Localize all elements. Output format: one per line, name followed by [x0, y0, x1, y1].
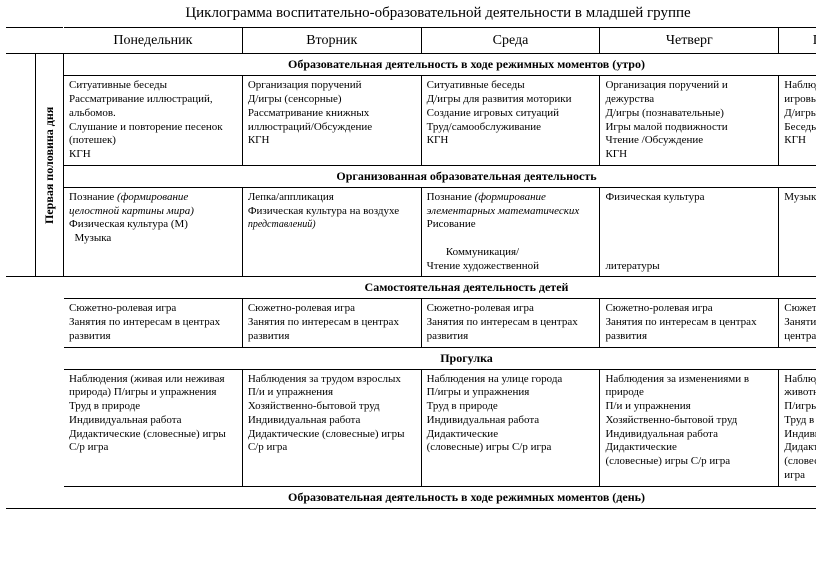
cell-ind-thu: Сюжетно-ролевая игра Занятия по интереса… [600, 299, 779, 347]
header-blank [7, 27, 64, 54]
section-day: Образовательная деятельность в ходе режи… [64, 486, 816, 508]
cell-ind-tue: Сюжетно-ролевая игра Занятия по интереса… [242, 299, 421, 347]
cell-organized-fri: Музыка [779, 187, 816, 277]
section-morning: Образовательная деятельность в ходе режи… [64, 54, 816, 76]
cell-organized-mon: Познание (формирование целостной картины… [64, 187, 243, 277]
cell-ind-mon: Сюжетно-ролевая игра Занятия по интереса… [64, 299, 243, 347]
page-title: Циклограмма воспитательно-образовательно… [6, 2, 816, 27]
independent-row: Сюжетно-ролевая игра Занятия по интереса… [7, 299, 816, 347]
section-organized: Организованная образовательная деятельно… [64, 165, 816, 187]
morning-row: Ситуативные беседы Рассматривание иллюст… [7, 76, 816, 166]
cell-ind-fri: Сюжетно-р Занятия по центрах ра [779, 299, 816, 347]
day-mon: Понедельник [64, 27, 243, 54]
cell-walk-fri: Наблюдени животным П/игры и у Труд в при… [779, 369, 816, 486]
walk-row: Наблюдения (живая или неживая природа) П… [7, 369, 816, 486]
day-tue: Вторник [242, 27, 421, 54]
schedule-table: Понедельник Вторник Среда Четверг Пят Пе… [6, 27, 816, 509]
cell-walk-mon: Наблюдения (живая или неживая природа) П… [64, 369, 243, 486]
cell-morning-mon: Ситуативные беседы Рассматривание иллюст… [64, 76, 243, 166]
cell-walk-wed: Наблюдения на улице города П/игры и упра… [421, 369, 600, 486]
cell-morning-tue: Организация поручений Д/игры (сенсорные)… [242, 76, 421, 166]
day-wed: Среда [421, 27, 600, 54]
cell-morning-wed: Ситуативные беседы Д/игры для развития м… [421, 76, 600, 166]
cell-morning-thu: Организация поручений и дежурства Д/игры… [600, 76, 779, 166]
cell-walk-tue: Наблюдения за трудом взрослых П/и и упра… [242, 369, 421, 486]
section-independent: Самостоятельная деятельность детей [64, 277, 816, 299]
cell-walk-thu: Наблюдения за изменениями в природе П/и … [600, 369, 779, 486]
section-walk: Прогулка [64, 347, 816, 369]
day-thu: Четверг [600, 27, 779, 54]
table-header-row: Понедельник Вторник Среда Четверг Пят [7, 27, 816, 54]
organized-row: Познание (формирование целостной картины… [7, 187, 816, 277]
day-fri: Пят [779, 27, 816, 54]
cell-organized-thu: Физическая культура литературы [600, 187, 779, 277]
cell-organized-tue: Лепка/аппликация Физическая культура на … [242, 187, 421, 277]
side-blank-outer [7, 54, 36, 277]
cell-ind-wed: Сюжетно-ролевая игра Занятия по интереса… [421, 299, 600, 347]
cell-morning-fri: Наблюдени игровых си Д/игры (ра Беседы с… [779, 76, 816, 166]
side-blank-lower [7, 277, 64, 508]
side-label-morning: Первая половина дня [35, 54, 64, 277]
cell-organized-wed: Познание (формирование элементарных мате… [421, 187, 600, 277]
